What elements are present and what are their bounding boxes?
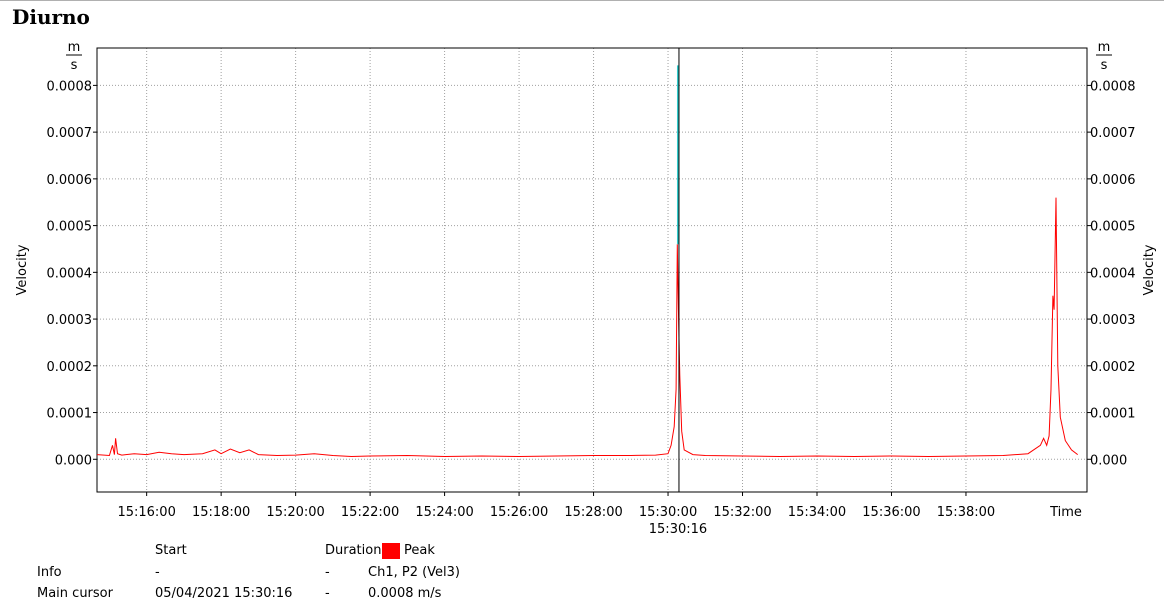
x-tick-label: 15:36:00 (862, 505, 920, 520)
row-cursor-peak: 0.0008 m/s (368, 586, 442, 601)
y-tick-label-right: 0.0006 (1090, 173, 1136, 188)
row-cursor-start: 05/04/2021 15:30:16 (155, 586, 293, 601)
x-tick-label: 15:26:00 (490, 505, 548, 520)
top-border (0, 0, 1164, 1)
unit-left-numerator: m (68, 40, 81, 55)
y-tick-label-left: 0.0003 (47, 313, 93, 328)
y-tick-label-right: 0.0001 (1090, 407, 1136, 422)
row-info-peak: Ch1, P2 (Vel3) (368, 565, 461, 580)
header-duration: Duration (325, 543, 382, 558)
y-tick-label-left: 0.0001 (47, 407, 93, 422)
x-tick-label: 15:16:00 (117, 505, 175, 520)
x-axis-label: Time (1049, 505, 1082, 520)
header-peak: Peak (404, 543, 435, 558)
y-tick-label-left: 0.0004 (47, 266, 93, 281)
row-cursor-duration: - (325, 586, 330, 601)
row-info-start: - (155, 565, 160, 580)
x-tick-label: 15:30:00 (639, 505, 697, 520)
x-tick-label: 15:32:00 (713, 505, 771, 520)
plot-frame (96, 47, 1088, 493)
x-tick-label: 15:20:00 (266, 505, 324, 520)
y-tick-label-left: 0.000 (55, 453, 92, 468)
unit-right-denominator: s (1101, 58, 1108, 73)
y-tick-label-right: 0.0007 (1090, 126, 1136, 141)
peak-legend-swatch (382, 543, 400, 559)
y-tick-label-left: 0.0002 (47, 360, 93, 375)
y-axis-label-right: Velocity (1142, 244, 1157, 295)
x-tick-label: 15:24:00 (415, 505, 473, 520)
row-info-label: Info (37, 565, 62, 580)
x-tick-label: 15:28:00 (564, 505, 622, 520)
y-tick-label-right: 0.0005 (1090, 220, 1136, 235)
page-title: Diurno (12, 5, 90, 29)
y-tick-label-right: 0.0002 (1090, 360, 1136, 375)
y-tick-label-right: 0.000 (1090, 453, 1127, 468)
y-tick-label-left: 0.0007 (47, 126, 93, 141)
series-line-peak (96, 197, 1079, 458)
cursor-time-label: 15:30:16 (649, 522, 707, 537)
y-tick-label-left: 0.0005 (47, 220, 93, 235)
x-tick-label: 15:34:00 (788, 505, 846, 520)
row-cursor-label: Main cursor (37, 586, 113, 601)
y-tick-label-left: 0.0006 (47, 173, 93, 188)
y-tick-label-right: 0.0008 (1090, 79, 1136, 94)
unit-left-denominator: s (71, 58, 78, 73)
unit-right-numerator: m (1098, 40, 1111, 55)
x-tick-label: 15:18:00 (192, 505, 250, 520)
x-tick-label: 15:38:00 (937, 505, 995, 520)
y-axis-label-left: Velocity (15, 244, 30, 295)
row-info-duration: - (325, 565, 330, 580)
y-tick-label-right: 0.0003 (1090, 313, 1136, 328)
y-tick-label-left: 0.0008 (47, 79, 93, 94)
header-start: Start (155, 543, 187, 558)
x-tick-label: 15:22:00 (341, 505, 399, 520)
y-tick-label-right: 0.0004 (1090, 266, 1136, 281)
